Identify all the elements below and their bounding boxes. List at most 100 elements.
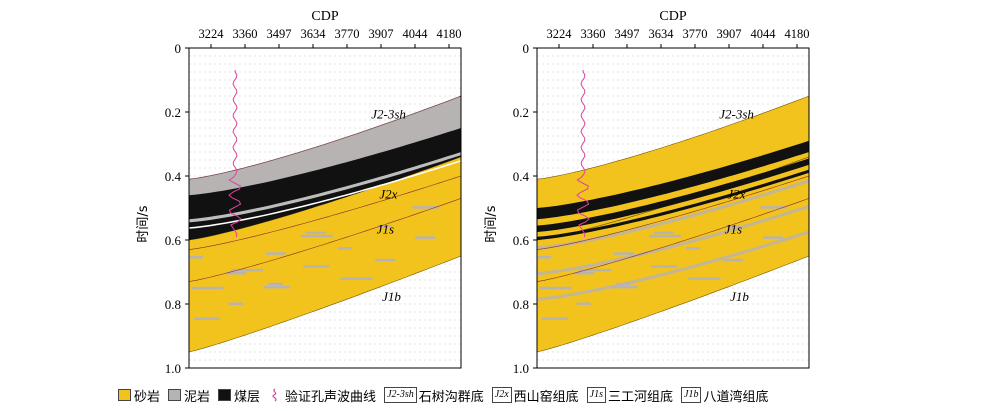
cdp-axis-title: CDP <box>659 9 686 24</box>
mudstone-speckle <box>300 234 333 238</box>
legend-sangonghe: J1s 三工河组底 <box>586 386 674 405</box>
mudstone-speckle <box>723 258 744 262</box>
sonic-curve-icon <box>272 388 277 402</box>
legend-coal: 煤层 <box>218 386 260 405</box>
time-tick-label: 0.6 <box>513 233 530 248</box>
mudstone-speckle <box>377 225 392 228</box>
legend-sonic-label: 验证孔声波曲线 <box>285 389 377 405</box>
formation-label-shihegou: J2-3sh <box>371 106 406 121</box>
badaowan-symbol: J1b <box>681 387 702 403</box>
legend-sangonghe-label: 三工河组底 <box>608 389 674 405</box>
horizon-line <box>536 198 810 282</box>
legend-sonic: 验证孔声波曲线 <box>268 386 376 405</box>
formation-label-badaowan: J1b <box>730 289 749 304</box>
cdp-tick-label: 4180 <box>437 27 462 41</box>
time-tick-label: 0.4 <box>513 169 530 184</box>
time-tick-label: 0 <box>175 41 182 56</box>
xishanyao-symbol: J2x <box>491 387 512 403</box>
formation-label-badaowan: J1b <box>382 289 401 304</box>
coal-seam <box>537 140 809 220</box>
cdp-axis-title: CDP <box>311 9 338 24</box>
time-tick-label: 1.0 <box>165 361 181 376</box>
mudstone-speckle <box>763 236 784 239</box>
mudstone-speckle <box>725 225 740 228</box>
coal-swatch <box>218 389 232 401</box>
mudstone-speckle <box>228 302 243 305</box>
mudstone-speckle <box>305 231 326 235</box>
cdp-tick-label: 3770 <box>683 27 708 41</box>
mudstone-speckle <box>579 268 612 272</box>
legend-coal-label: 煤层 <box>234 389 261 405</box>
time-tick-label: 0 <box>523 41 530 56</box>
time-tick-label: 0.2 <box>165 105 181 120</box>
panel-left: CDP 3224 3360 3497 3634 3770 3907 4044 4180 0 0.2 0… <box>136 9 462 376</box>
time-axis-label: 时间/s <box>484 205 499 242</box>
mudstone-speckle <box>412 206 439 209</box>
formation-label-xishanyao: J2x <box>727 186 745 201</box>
mudstone-speckle <box>653 231 674 235</box>
mudstone-speckle <box>303 265 330 268</box>
mudstone-speckle <box>611 285 638 289</box>
legend-xishanyao: J2x 西山窑组底 <box>491 386 579 405</box>
horizon-line <box>536 175 810 250</box>
cdp-tick-label: 4180 <box>785 27 810 41</box>
sangonghe-symbol: J1s <box>586 387 606 403</box>
mudstone-speckle <box>576 302 591 305</box>
sonic-log-curve <box>228 69 242 238</box>
time-tick-label: 0.6 <box>165 233 182 248</box>
mudstone-speckle <box>686 247 701 250</box>
formation-label-xishanyao: J2x <box>379 186 397 201</box>
mudstone-speckle <box>651 265 678 268</box>
time-axis-label: 时间/s <box>136 205 151 242</box>
legend-shihegou-label: 石树沟群底 <box>418 389 484 405</box>
horizon-line <box>188 175 462 250</box>
horizon-line <box>188 198 462 282</box>
coal-seam <box>537 158 809 232</box>
formation-label-shihegou: J2-3sh <box>719 106 754 121</box>
mudstone-speckle <box>574 271 595 275</box>
time-tick-label: 0.8 <box>513 297 529 312</box>
legend-xishanyao-label: 西山窑组底 <box>513 389 579 405</box>
legend-mudstone-label: 泥岩 <box>184 389 211 405</box>
mudstone-speckle <box>231 268 264 272</box>
mudstone-speckle <box>193 317 220 320</box>
legend-badaowan: J1b 八道湾组底 <box>681 386 768 405</box>
sandstone-swatch <box>118 389 131 401</box>
cdp-tick-label: 3497 <box>267 27 292 41</box>
panel-right: CDP 3224 3360 3497 3634 3770 3907 4044 4180 0 0.2 0… <box>484 9 810 376</box>
formation-label-sangonghe: J1s <box>377 222 394 237</box>
cdp-tick-label: 3907 <box>717 27 742 41</box>
cdp-tick-label: 3634 <box>301 27 327 41</box>
mudstone-speckle <box>189 256 203 259</box>
mudstone-speckle <box>375 258 396 262</box>
time-tick-label: 0.2 <box>513 105 529 120</box>
cdp-tick-label: 3360 <box>581 27 606 41</box>
mudstone-speckle <box>539 286 572 290</box>
mudstone-speckle <box>415 236 436 239</box>
time-tick-label: 1.0 <box>513 361 529 376</box>
mudstone-speckle <box>191 286 224 290</box>
legend: 砂岩 泥岩 煤层 验证孔声波曲线 J2-3sh 石树沟群底 J2x 西山窑组底 … <box>118 386 776 405</box>
mudstone-speckle <box>760 206 787 209</box>
mudstone-swatch <box>168 389 182 401</box>
formation-label-sangonghe: J1s <box>725 222 742 237</box>
cdp-tick-label: 3224 <box>547 27 573 41</box>
sonic-log-curve <box>576 69 590 238</box>
cdp-tick-label: 3497 <box>615 27 640 41</box>
mudstone-speckle <box>537 256 551 259</box>
mudstone-speckle <box>616 282 631 286</box>
panel-frame <box>188 47 462 369</box>
cdp-tick-label: 4044 <box>751 27 777 41</box>
coal-layer <box>189 128 461 240</box>
legend-mudstone: 泥岩 <box>168 386 210 405</box>
cdp-tick-label: 3360 <box>233 27 258 41</box>
cdp-tick-label: 3634 <box>649 27 675 41</box>
legend-sandstone: 砂岩 <box>118 386 160 405</box>
mudstone-speckle <box>648 234 681 238</box>
mudstone-speckle <box>268 282 283 286</box>
legend-shihegou: J2-3sh 石树沟群底 <box>384 386 484 405</box>
mudstone-speckle <box>265 252 286 255</box>
cdp-tick-label: 4044 <box>403 27 429 41</box>
legend-badaowan-label: 八道湾组底 <box>703 389 769 405</box>
mudstone-speckle <box>226 271 247 275</box>
